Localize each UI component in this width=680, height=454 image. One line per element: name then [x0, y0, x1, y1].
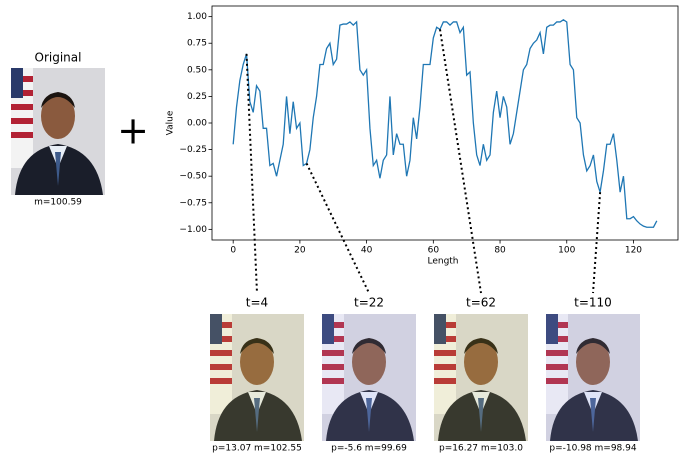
- x-tick-label: 80: [494, 246, 506, 256]
- y-tick-label: −0.50: [179, 172, 207, 182]
- sample-caption: p=13.07 m=102.55: [212, 444, 302, 454]
- y-tick-label: −0.75: [179, 198, 207, 208]
- original-image: [11, 68, 105, 195]
- sample-tint: [434, 314, 528, 441]
- figure: Original m=100.59 + Length Value 0 20 40 60…: [0, 0, 680, 454]
- plot-frame: [212, 6, 678, 240]
- connector: [307, 163, 369, 293]
- original-title: Original: [35, 51, 82, 65]
- x-tick-label: 0: [230, 246, 236, 256]
- sample-caption: p=-10.98 m=98.94: [549, 444, 636, 454]
- x-tick-label: 20: [294, 246, 306, 256]
- connector: [440, 29, 481, 293]
- sample-tint: [546, 314, 640, 441]
- x-tick-label: 120: [625, 246, 642, 256]
- y-tick-label: 0.50: [187, 65, 207, 75]
- y-axis-label: Value: [166, 110, 176, 135]
- connector: [593, 192, 600, 293]
- sample-tint: [210, 314, 304, 441]
- plus-sign: +: [117, 109, 149, 153]
- sample-caption: p=-5.6 m=99.69: [331, 444, 407, 454]
- sample-caption: p=16.27 m=103.0: [439, 444, 523, 454]
- x-tick-label: 40: [361, 246, 373, 256]
- y-tick-label: 0.75: [187, 39, 207, 49]
- sample-title: t=22: [354, 296, 384, 310]
- x-tick-label: 60: [428, 246, 440, 256]
- y-tick-label: −1.00: [179, 225, 207, 235]
- y-tick-label: 0.25: [187, 92, 207, 102]
- data-line: [233, 20, 657, 227]
- sample-tint: [322, 314, 416, 441]
- sample-title: t=62: [466, 296, 496, 310]
- y-tick-label: −0.25: [179, 145, 207, 155]
- x-tick-label: 100: [558, 246, 575, 256]
- y-tick-label: 1.00: [187, 12, 207, 22]
- sample-title: t=110: [574, 296, 612, 310]
- sample-title: t=4: [246, 296, 268, 310]
- original-caption: m=100.59: [34, 198, 82, 208]
- y-tick-label: 0.00: [187, 119, 207, 129]
- x-axis-label: Length: [427, 257, 458, 267]
